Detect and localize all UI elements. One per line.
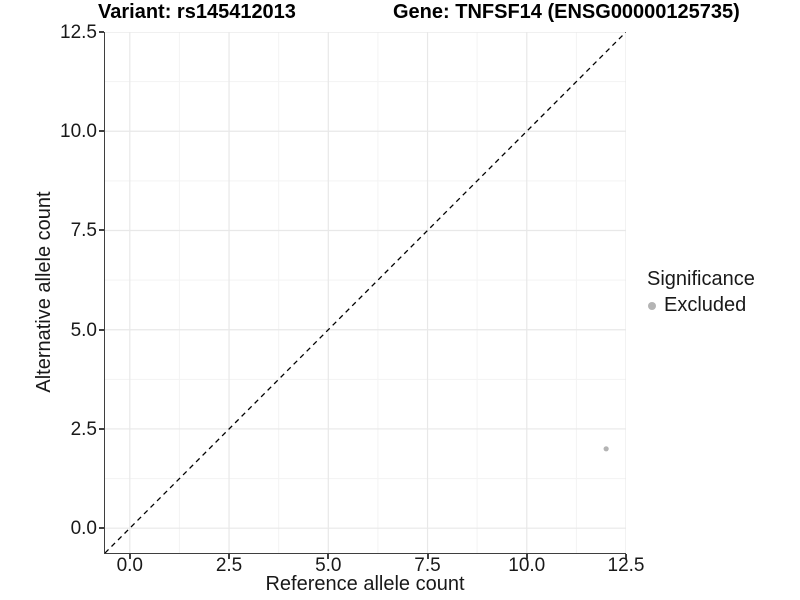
legend-entry-excluded: Excluded [648,294,755,317]
x-tick-mark [128,554,131,559]
plot-panel [103,32,626,554]
y-tick-mark [99,130,104,133]
legend-point-icon [648,301,656,310]
x-tick-mark [228,554,231,559]
x-tick-label: 10.0 [508,555,546,576]
y-tick-label: 10.0 [60,121,97,143]
y-tick-mark [99,229,104,232]
legend-entry-label: Excluded [664,294,747,316]
x-tick-label: 12.5 [607,555,645,576]
y-tick-label: 7.5 [70,220,97,242]
plot-title-gene: Gene: TNFSF14 (ENSG00000125735) [393,1,740,23]
y-tick-mark [99,31,104,33]
identity-dashed-line [104,32,626,553]
x-tick-label: 0.0 [116,555,143,576]
y-tick-label: 2.5 [70,418,97,440]
x-tick-mark [426,554,429,559]
legend: Significance Excluded [645,268,755,317]
x-tick-label: 2.5 [215,555,243,576]
x-tick-label: 5.0 [315,555,342,576]
x-tick-mark [327,554,330,559]
y-tick-mark [99,427,104,430]
y-tick-mark [99,328,104,331]
x-tick-label: 7.5 [414,555,441,576]
legend-title: Significance [647,268,755,290]
x-tick-mark [525,554,528,559]
y-tick-label: 5.0 [70,319,97,341]
x-tick-mark [625,554,627,559]
x-axis-title: Reference allele count [265,573,465,595]
plot-canvas [104,32,626,553]
y-tick-label: 12.5 [60,22,97,43]
y-axis-title: Alternative allele count [33,191,55,393]
y-tick-mark [99,527,104,530]
data-point [603,446,609,452]
y-tick-label: 0.0 [70,518,97,540]
plot-title-variant: Variant: rs145412013 [98,1,296,23]
